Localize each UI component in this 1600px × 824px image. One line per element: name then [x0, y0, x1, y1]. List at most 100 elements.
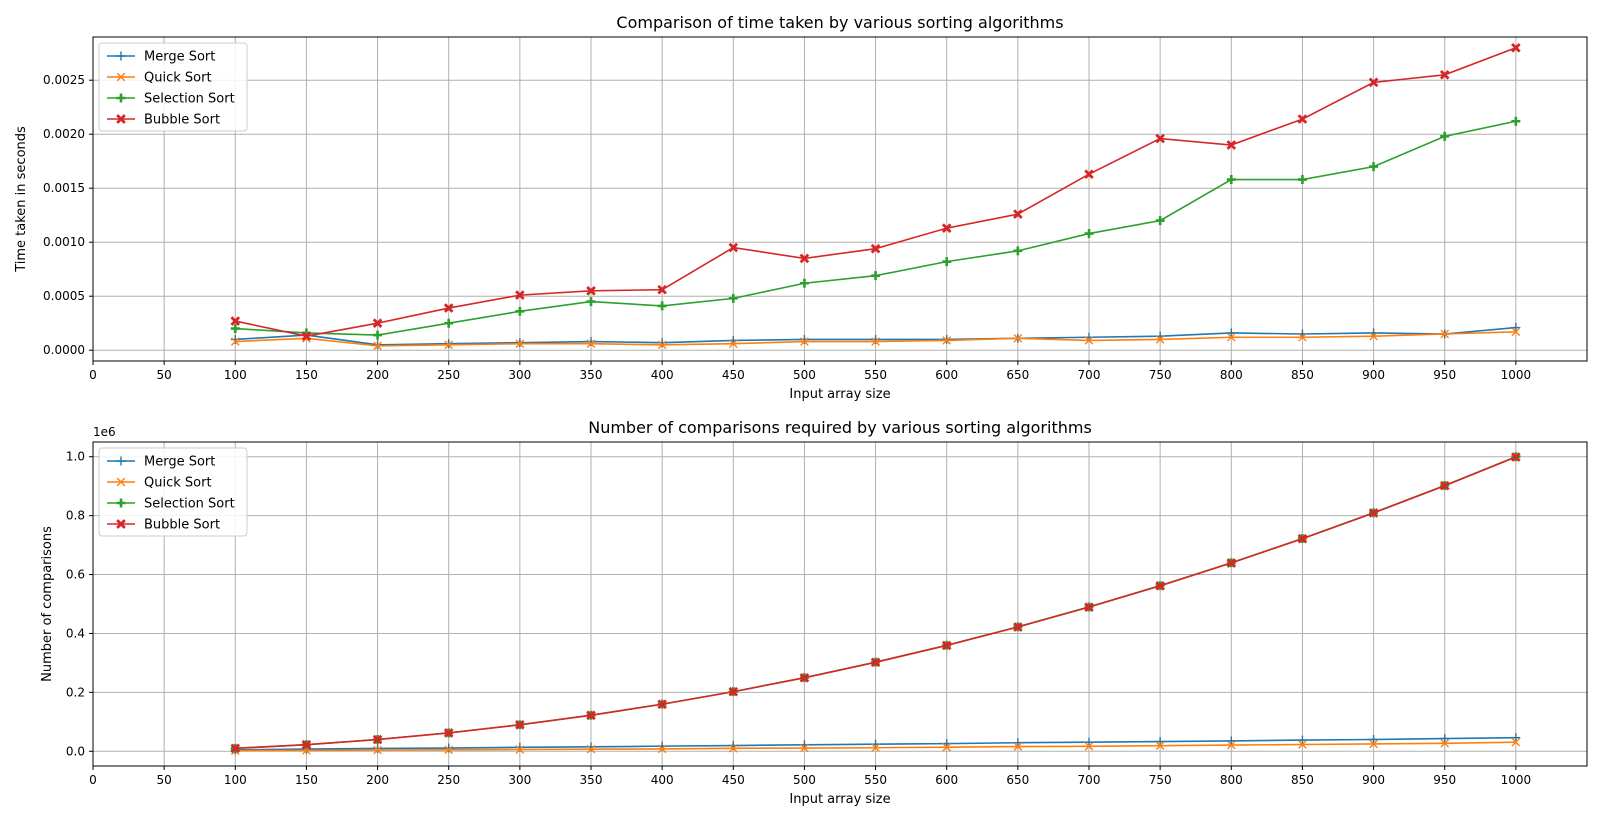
y-tick-label: 0.6	[66, 568, 85, 582]
data-point	[657, 699, 667, 710]
data-point	[586, 285, 596, 296]
x-tick-label: 750	[1149, 773, 1172, 787]
data-point	[1511, 116, 1521, 126]
legend-item: Quick Sort	[107, 71, 212, 86]
data-point	[1226, 736, 1236, 746]
data-point	[444, 318, 454, 328]
data-point	[1226, 558, 1237, 568]
y-tick-label: 1.0	[66, 450, 85, 464]
data-point	[373, 745, 382, 755]
data-point	[515, 306, 525, 316]
legend-marker	[116, 456, 126, 466]
data-point	[870, 243, 881, 254]
data-point	[1084, 229, 1094, 239]
x-tick-label: 150	[295, 773, 318, 787]
data-point	[941, 223, 952, 233]
x-tick-label: 850	[1291, 368, 1314, 382]
data-point	[1155, 216, 1165, 226]
data-point	[1368, 508, 1379, 518]
x-tick-label: 0	[89, 773, 97, 787]
y-tick-label: 0.8	[66, 509, 85, 523]
data-point	[657, 340, 667, 350]
x-tick-label: 500	[793, 368, 816, 382]
data-point	[1511, 733, 1521, 743]
data-point	[1084, 336, 1094, 345]
data-point	[1369, 734, 1379, 744]
x-tick-label: 550	[864, 368, 887, 382]
data-point	[586, 710, 596, 721]
x-axis-label: Input array size	[789, 792, 890, 807]
data-point	[1155, 335, 1165, 344]
data-point	[1297, 114, 1308, 124]
data-point	[871, 334, 881, 344]
legend-item: Bubble Sort	[107, 518, 220, 533]
data-point	[1226, 140, 1237, 150]
x-tick-label: 300	[508, 368, 531, 382]
series-quick-sort	[230, 737, 1521, 756]
x-tick-label: 350	[580, 773, 603, 787]
data-point	[515, 745, 525, 754]
legend-label: Quick Sort	[144, 71, 212, 86]
x-tick-label: 850	[1291, 773, 1314, 787]
y-tick-label: 0.4	[66, 626, 85, 640]
data-point	[230, 334, 240, 344]
data-point	[728, 293, 738, 303]
data-point	[728, 339, 738, 349]
x-tick-label: 900	[1362, 368, 1385, 382]
legend-label: Bubble Sort	[144, 518, 220, 533]
data-point	[1155, 133, 1165, 144]
gridlines	[92, 37, 1587, 361]
data-point	[1013, 334, 1023, 343]
data-point	[1368, 77, 1379, 88]
series-bubble-sort	[230, 42, 1521, 341]
data-point	[586, 744, 596, 754]
data-point	[1439, 480, 1450, 491]
x-tick-label: 550	[864, 773, 887, 787]
plot-frame	[92, 441, 1588, 767]
y-axis-label: Time taken in seconds	[14, 126, 29, 273]
x-tick-label: 650	[1006, 773, 1029, 787]
x-tick-label: 950	[1433, 773, 1456, 787]
chart-panel-2: 0 50 100 150 200 250 300 350 400 450 500 550 600 650 7…	[40, 418, 1588, 807]
x-tick-label: 800	[1220, 368, 1243, 382]
legend-item: Merge Sort	[107, 455, 215, 470]
data-point	[515, 720, 525, 730]
data-point	[871, 337, 880, 346]
y-tick-label: 0.0010	[43, 235, 85, 249]
x-tick-label: 1000	[1501, 773, 1532, 787]
data-point	[301, 331, 312, 341]
data-point	[1511, 452, 1521, 462]
x-tick-label: 750	[1149, 368, 1172, 382]
x-tick-label: 700	[1078, 368, 1101, 382]
y-axis-label: Number of comparisons	[40, 526, 55, 682]
x-tick-label: 250	[437, 368, 460, 382]
legend-label: Quick Sort	[144, 476, 212, 491]
data-point	[1298, 740, 1307, 749]
x-tick-label: 900	[1362, 773, 1385, 787]
data-point	[372, 734, 383, 745]
y-tick-label: 0.0025	[43, 73, 85, 87]
series-merge-sort	[230, 323, 1521, 350]
data-point	[373, 743, 383, 753]
legend-marker	[116, 498, 126, 508]
data-point	[1369, 162, 1379, 172]
x-tick-label: 600	[935, 368, 958, 382]
x-tick-label: 650	[1006, 368, 1029, 382]
data-point	[1297, 175, 1307, 185]
chart-title: Number of comparisons required by variou…	[588, 418, 1092, 437]
data-point	[515, 290, 525, 300]
series-quick-sort	[230, 327, 1521, 351]
data-point	[586, 339, 596, 349]
legend-marker	[116, 519, 126, 529]
data-point	[586, 297, 596, 307]
data-point	[373, 341, 382, 351]
legend-marker	[116, 114, 126, 124]
data-point	[1511, 323, 1521, 333]
data-point	[1440, 131, 1450, 141]
data-point	[1369, 331, 1378, 341]
data-point	[800, 743, 809, 753]
x-tick-label: 300	[508, 773, 531, 787]
data-point	[444, 745, 454, 755]
data-point	[1511, 327, 1521, 337]
legend-label: Selection Sort	[144, 497, 235, 512]
